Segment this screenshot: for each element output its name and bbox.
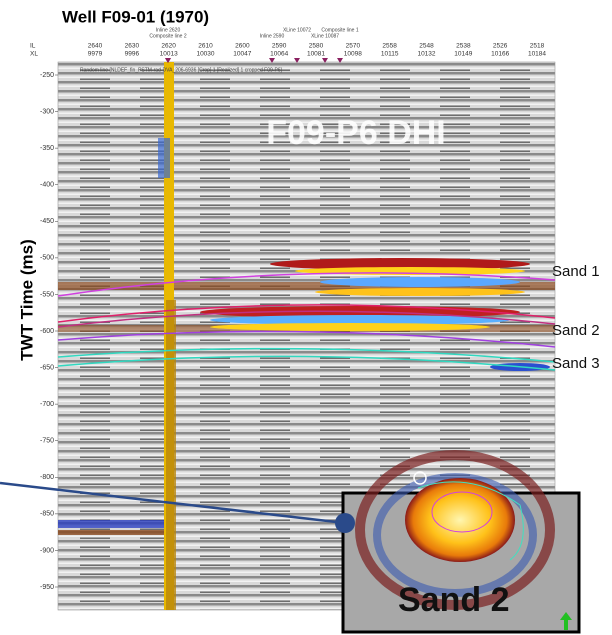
inline-label: 2570 [346,43,361,50]
horizon-label: Sand 2 [552,322,600,339]
xline-label: 10132 [417,51,435,58]
inline-label: 2580 [309,43,324,50]
time-tick-label: -350 [40,145,54,152]
time-tick-label: -400 [40,182,54,189]
inline-label: 2548 [419,43,434,50]
horizon-label: Sand 3 [552,355,600,372]
well-log [166,300,176,610]
xline-label: 10166 [491,51,509,58]
time-tick-label: -700 [40,401,54,408]
inset-label: Sand 2 [398,581,509,619]
line-annotation: XLine 10087 [311,33,339,39]
line-annotation: Composite line 1 [321,27,358,33]
header-key: IL [30,43,36,50]
time-tick-label: -600 [40,328,54,335]
inline-label: 2518 [530,43,545,50]
xline-label: 10030 [196,51,214,58]
inline-label: 2610 [198,43,213,50]
xline-label: 9996 [125,51,140,58]
header-key: XL [30,51,38,58]
xline-label: 10081 [307,51,325,58]
xline-label: 10047 [233,51,251,58]
inline-label: 2630 [125,43,140,50]
xline-label: 10115 [381,51,399,58]
section-label: F09-P6 DHI [266,114,446,152]
xline-label: 10184 [528,51,546,58]
time-tick-label: -650 [40,364,54,371]
line-annotation: Inline 2590 [260,33,285,39]
title: Well F09-01 (1970) [62,7,209,26]
xline-label: 10064 [270,51,288,58]
time-tick-label: -500 [40,255,54,262]
screenshot: Well F09-01 (1970) Random line [NLDEF_fi… [0,0,612,635]
inline-label: 2600 [235,43,250,50]
caption: Random line [NLDEF_fin_PSTM-rad-DVA_206-… [80,67,283,73]
time-tick-label: -450 [40,218,54,225]
inline-label: 2590 [272,43,287,50]
time-tick-label: -900 [40,547,54,554]
connector-dot [335,513,355,533]
xline-label: 10149 [454,51,472,58]
xline-label: 9979 [88,51,103,58]
inline-label: 2558 [382,43,397,50]
line-annotation: Composite line 2 [149,33,186,39]
axis-label: TWT Time (ms) [17,239,36,361]
time-tick-label: -550 [40,291,54,298]
line-annotation: XLine 10072 [283,27,311,33]
time-tick-label: -300 [40,108,54,115]
inline-label: 2538 [456,43,471,50]
inline-label: 2526 [493,43,508,50]
time-tick-label: -800 [40,474,54,481]
time-tick-label: -250 [40,72,54,79]
xline-label: 10098 [344,51,362,58]
time-tick-label: -750 [40,438,54,445]
inline-label: 2640 [88,43,103,50]
inline-label: 2620 [161,43,176,50]
horizon-label: Sand 1 [552,263,600,280]
time-tick-label: -850 [40,511,54,518]
xline-label: 10013 [160,51,178,58]
well-log [158,138,170,178]
time-tick-label: -950 [40,584,54,591]
